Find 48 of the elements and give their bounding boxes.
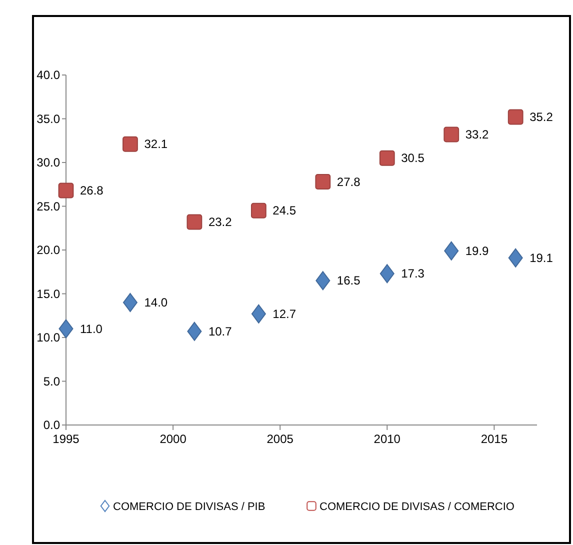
data-label: 19.1 [530, 250, 554, 265]
x-tick-label: 2005 [266, 432, 294, 446]
y-tick-label: 15.0 [36, 286, 60, 301]
y-tick-label: 35.0 [36, 112, 60, 126]
data-label: 26.8 [80, 184, 104, 198]
point [186, 214, 202, 230]
point [251, 304, 266, 324]
x-tick-label: 1995 [52, 432, 80, 446]
legend-label: COMERCIO DE DIVISAS / COMERCIO [320, 501, 515, 513]
data-label: 32.1 [144, 137, 168, 152]
y-tick-label: 20.0 [36, 243, 60, 257]
point [316, 271, 330, 290]
data-label: 33.2 [465, 128, 490, 142]
y-tick-label: 10.0 [36, 330, 60, 344]
data-label: 12.7 [272, 306, 296, 321]
legend-label: COMERCIO DE DIVISAS / PIB [113, 501, 266, 513]
y-tick-label: 0.0 [43, 418, 60, 432]
data-label: 16.5 [336, 274, 361, 288]
point [315, 174, 331, 190]
point [508, 248, 523, 268]
x-tick-label: 2000 [160, 432, 187, 446]
point [58, 319, 74, 338]
y-tick-label: 30.0 [36, 156, 60, 170]
data-label: 30.5 [401, 151, 425, 166]
data-label: 19.9 [465, 244, 490, 258]
point [250, 202, 266, 218]
y-tick-label: 40.0 [36, 68, 60, 82]
point [187, 322, 202, 341]
y-tick-label: 5.0 [43, 374, 60, 388]
y-tick-label: 25.0 [36, 199, 60, 214]
data-label: 27.8 [336, 174, 361, 189]
data-label: 14.0 [144, 296, 168, 310]
data-label: 23.2 [208, 215, 232, 229]
data-label: 17.3 [401, 266, 425, 281]
point [508, 109, 524, 125]
point [122, 136, 138, 152]
x-tick-label: 2010 [374, 432, 401, 446]
x-tick-label: 2015 [480, 432, 508, 446]
point [444, 126, 460, 142]
data-label: 11.0 [80, 322, 103, 336]
point [58, 182, 74, 198]
point [380, 264, 394, 284]
data-label: 10.7 [208, 324, 232, 338]
point [444, 241, 459, 260]
point [379, 150, 395, 166]
data-label: 24.5 [272, 204, 296, 218]
data-label: 35.2 [530, 110, 554, 124]
point [122, 293, 138, 312]
